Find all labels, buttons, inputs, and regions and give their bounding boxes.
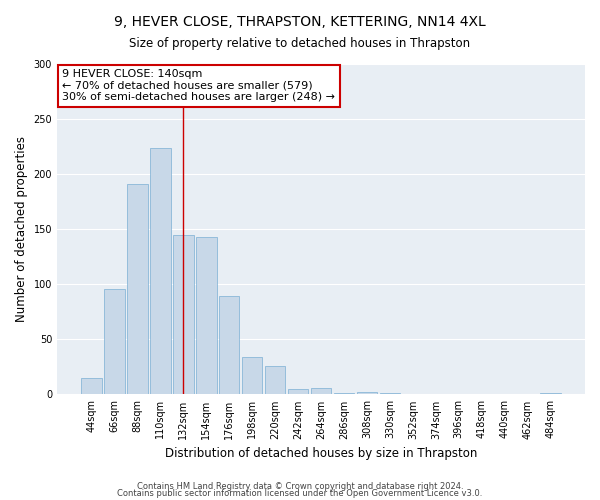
X-axis label: Distribution of detached houses by size in Thrapston: Distribution of detached houses by size …	[165, 447, 477, 460]
Bar	[242, 357, 262, 395]
Bar	[81, 378, 102, 394]
Y-axis label: Number of detached properties: Number of detached properties	[15, 136, 28, 322]
Text: Size of property relative to detached houses in Thrapston: Size of property relative to detached ho…	[130, 38, 470, 51]
Bar	[173, 234, 194, 394]
Bar	[219, 296, 239, 394]
Bar	[356, 392, 377, 394]
Text: 9, HEVER CLOSE, THRAPSTON, KETTERING, NN14 4XL: 9, HEVER CLOSE, THRAPSTON, KETTERING, NN…	[114, 15, 486, 29]
Bar	[150, 148, 170, 394]
Bar	[104, 288, 125, 395]
Text: Contains public sector information licensed under the Open Government Licence v3: Contains public sector information licen…	[118, 489, 482, 498]
Bar	[311, 388, 331, 394]
Bar	[288, 389, 308, 394]
Text: Contains HM Land Registry data © Crown copyright and database right 2024.: Contains HM Land Registry data © Crown c…	[137, 482, 463, 491]
Bar	[265, 366, 286, 394]
Text: 9 HEVER CLOSE: 140sqm
← 70% of detached houses are smaller (579)
30% of semi-det: 9 HEVER CLOSE: 140sqm ← 70% of detached …	[62, 69, 335, 102]
Bar	[196, 237, 217, 394]
Bar	[127, 184, 148, 394]
